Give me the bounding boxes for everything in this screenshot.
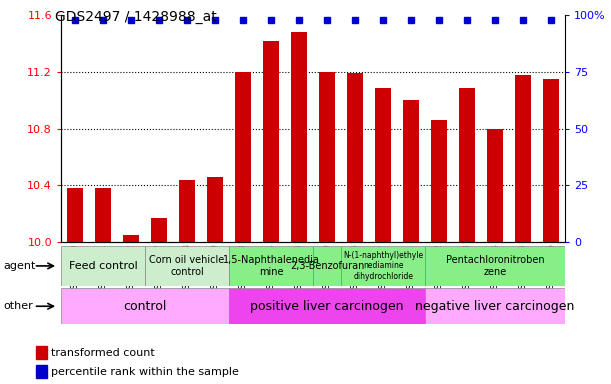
Bar [67,188,83,242]
Bar [123,235,139,242]
Bar [229,246,313,286]
Bar [320,72,335,242]
Text: 2,3-Benzofuran: 2,3-Benzofuran [290,261,364,271]
Text: GDS2497 / 1428988_at: GDS2497 / 1428988_at [55,10,217,23]
Bar [229,288,425,324]
Text: agent: agent [3,261,35,271]
Bar [543,79,559,242]
Text: positive liver carcinogen: positive liver carcinogen [251,300,404,313]
Bar [516,75,531,242]
Text: Pentachloronitroben
zene: Pentachloronitroben zene [446,255,544,277]
Bar [235,72,251,242]
Bar [488,129,503,242]
Text: percentile rank within the sample: percentile rank within the sample [51,367,240,377]
Bar [61,246,145,286]
Bar [95,188,111,242]
Bar [145,246,229,286]
Bar [313,246,341,286]
Bar [180,180,195,242]
Bar [152,218,167,242]
Bar [403,100,419,242]
Text: Corn oil vehicle
control: Corn oil vehicle control [150,255,225,277]
Bar [375,88,391,242]
Text: Feed control: Feed control [68,261,137,271]
Bar [36,346,46,359]
Bar [207,177,223,242]
Bar [341,246,425,286]
Bar [425,288,565,324]
Bar [263,41,279,242]
Text: negative liver carcinogen: negative liver carcinogen [415,300,575,313]
Bar [348,73,363,242]
Bar [61,288,229,324]
Text: other: other [3,301,33,311]
Bar [291,32,307,242]
Text: control: control [123,300,167,313]
Text: N-(1-naphthyl)ethyle
nediamine
dihydrochloride: N-(1-naphthyl)ethyle nediamine dihydroch… [343,251,423,281]
Bar [36,365,46,378]
Bar [459,88,475,242]
Text: transformed count: transformed count [51,348,155,358]
Bar [431,120,447,242]
Text: 1,5-Naphthalenedia
mine: 1,5-Naphthalenedia mine [222,255,320,277]
Bar [425,246,565,286]
